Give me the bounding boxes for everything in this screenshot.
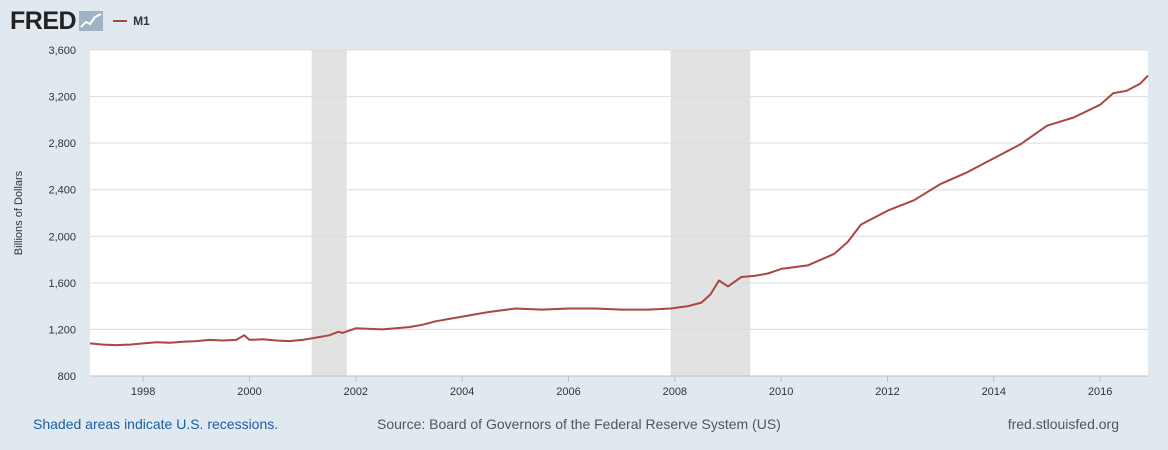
- plot-background: [90, 50, 1148, 376]
- x-tick-label: 2010: [769, 386, 793, 398]
- x-tick-label: 2000: [237, 386, 261, 398]
- series-line-m1: [89, 74, 1149, 347]
- x-tick-label: 2004: [450, 386, 474, 398]
- recession-note[interactable]: Shaded areas indicate U.S. recessions.: [33, 416, 279, 432]
- y-tick-label: 2,400: [48, 185, 76, 197]
- fred-logo[interactable]: FRED: [10, 6, 77, 35]
- legend-swatch: [113, 20, 128, 22]
- recession-band: [670, 50, 751, 376]
- fred-graph-icon: [79, 11, 104, 31]
- source-text: Source: Board of Governors of the Federa…: [377, 416, 781, 432]
- x-tick-label: 2016: [1088, 386, 1112, 398]
- y-tick-label: 3,200: [48, 92, 76, 104]
- y-tick-label: 800: [58, 371, 76, 383]
- y-tick-label: 1,200: [48, 324, 76, 336]
- legend-label: M1: [133, 14, 150, 28]
- y-tick-label: 2,800: [48, 138, 76, 150]
- legend: M1: [113, 14, 150, 28]
- x-tick-label: 2006: [556, 386, 580, 398]
- header: FRED M1: [10, 6, 150, 36]
- x-tick-label: 2002: [344, 386, 368, 398]
- x-tick-label: 2014: [982, 386, 1006, 398]
- y-tick-label: 1,600: [48, 278, 76, 290]
- y-tick-label: 3,600: [48, 45, 76, 57]
- x-tick-label: 2012: [875, 386, 899, 398]
- y-axis-label: Billions of Dollars: [13, 170, 25, 255]
- site-link[interactable]: fred.stlouisfed.org: [1007, 416, 1119, 432]
- y-tick-label: 2,000: [48, 231, 76, 243]
- chart: 800 1,200 1,600 2,000 2,400 2,800 3,200 3,600 19…: [13, 45, 1149, 398]
- x-tick-label: 1998: [131, 386, 155, 398]
- x-tick-label: 2008: [663, 386, 687, 398]
- recession-band: [311, 50, 347, 376]
